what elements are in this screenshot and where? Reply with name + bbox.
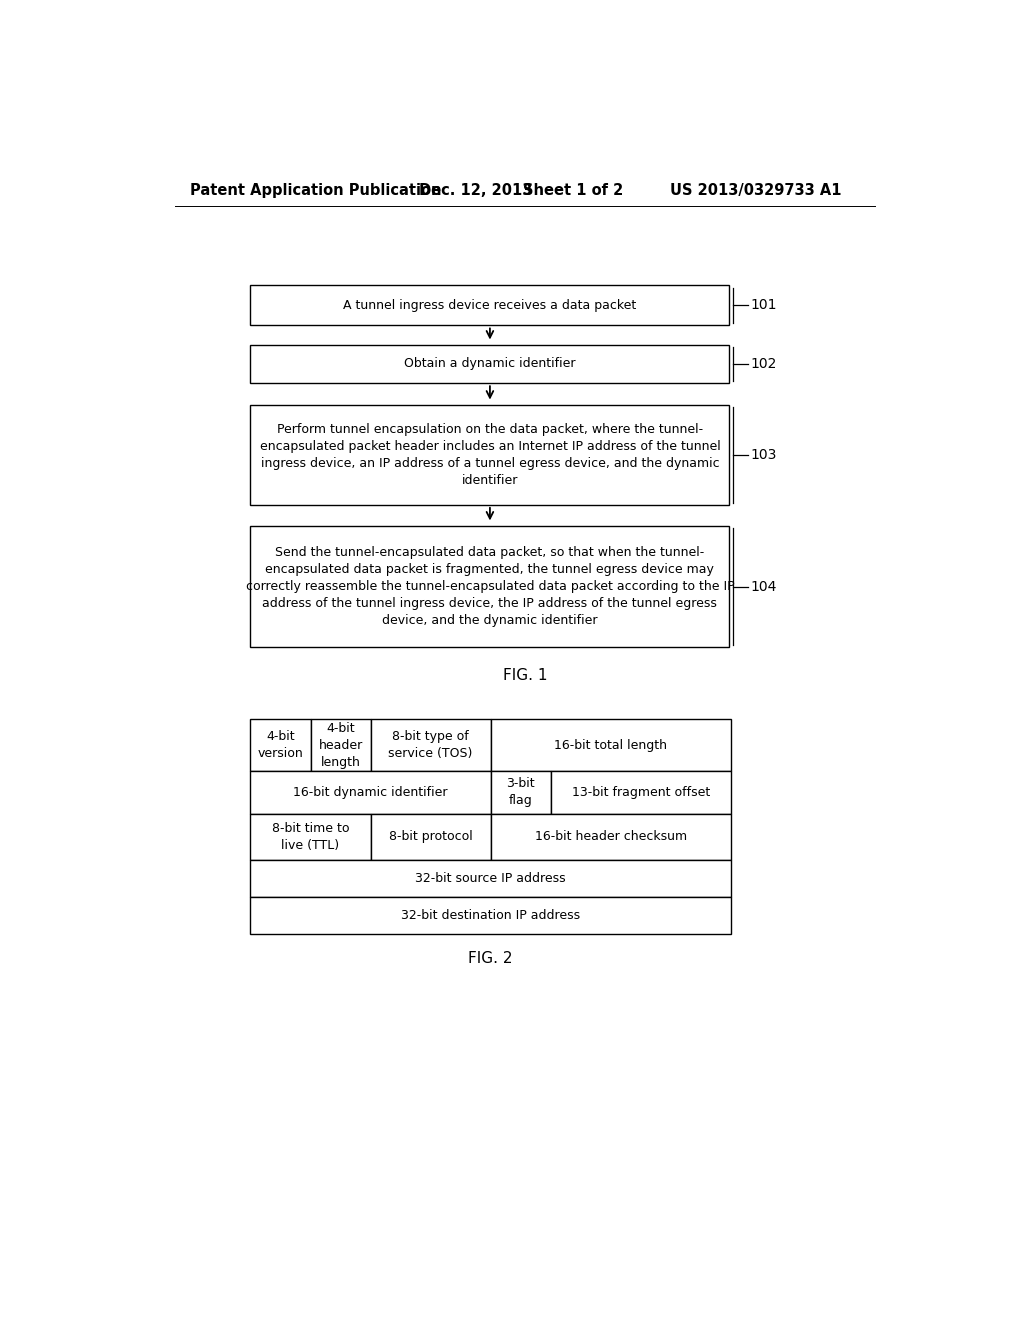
Text: 16-bit dynamic identifier: 16-bit dynamic identifier (293, 785, 447, 799)
Text: Send the tunnel-encapsulated data packet, so that when the tunnel-
encapsulated : Send the tunnel-encapsulated data packet… (246, 546, 734, 627)
Text: Obtain a dynamic identifier: Obtain a dynamic identifier (404, 358, 575, 371)
Text: 104: 104 (751, 579, 776, 594)
Bar (251, 896, 731, 933)
Text: 13-bit fragment offset: 13-bit fragment offset (571, 785, 710, 799)
Text: 102: 102 (751, 356, 776, 371)
Text: FIG. 2: FIG. 2 (468, 950, 513, 966)
Bar (251, 345, 729, 383)
Bar (310, 719, 371, 771)
Text: 4-bit
version: 4-bit version (258, 730, 303, 760)
Text: 101: 101 (751, 298, 777, 313)
Bar (251, 859, 731, 896)
Text: 8-bit protocol: 8-bit protocol (389, 830, 472, 843)
Text: FIG. 1: FIG. 1 (503, 668, 547, 684)
Bar (551, 771, 731, 813)
Text: 16-bit header checksum: 16-bit header checksum (535, 830, 687, 843)
Bar (490, 719, 731, 771)
Bar (251, 771, 490, 813)
Text: 8-bit type of
service (TOS): 8-bit type of service (TOS) (388, 730, 473, 760)
Bar (251, 285, 729, 326)
Text: Sheet 1 of 2: Sheet 1 of 2 (523, 183, 624, 198)
Text: Dec. 12, 2013: Dec. 12, 2013 (419, 183, 532, 198)
Text: 103: 103 (751, 447, 776, 462)
Bar (490, 813, 731, 859)
Text: 32-bit destination IP address: 32-bit destination IP address (401, 908, 581, 921)
Bar (251, 525, 729, 647)
Bar (490, 771, 551, 813)
Text: 4-bit
header
length: 4-bit header length (318, 722, 362, 768)
Text: 16-bit total length: 16-bit total length (554, 739, 668, 751)
Text: 32-bit source IP address: 32-bit source IP address (416, 871, 566, 884)
Text: US 2013/0329733 A1: US 2013/0329733 A1 (671, 183, 842, 198)
Text: A tunnel ingress device receives a data packet: A tunnel ingress device receives a data … (343, 298, 637, 312)
Text: Patent Application Publication: Patent Application Publication (190, 183, 441, 198)
Text: 3-bit
flag: 3-bit flag (507, 777, 536, 808)
Bar (371, 719, 490, 771)
Bar (251, 719, 310, 771)
Bar (371, 813, 490, 859)
Bar (251, 813, 371, 859)
Text: Perform tunnel encapsulation on the data packet, where the tunnel-
encapsulated : Perform tunnel encapsulation on the data… (259, 422, 720, 487)
Bar (251, 405, 729, 506)
Text: 8-bit time to
live (TTL): 8-bit time to live (TTL) (271, 822, 349, 851)
